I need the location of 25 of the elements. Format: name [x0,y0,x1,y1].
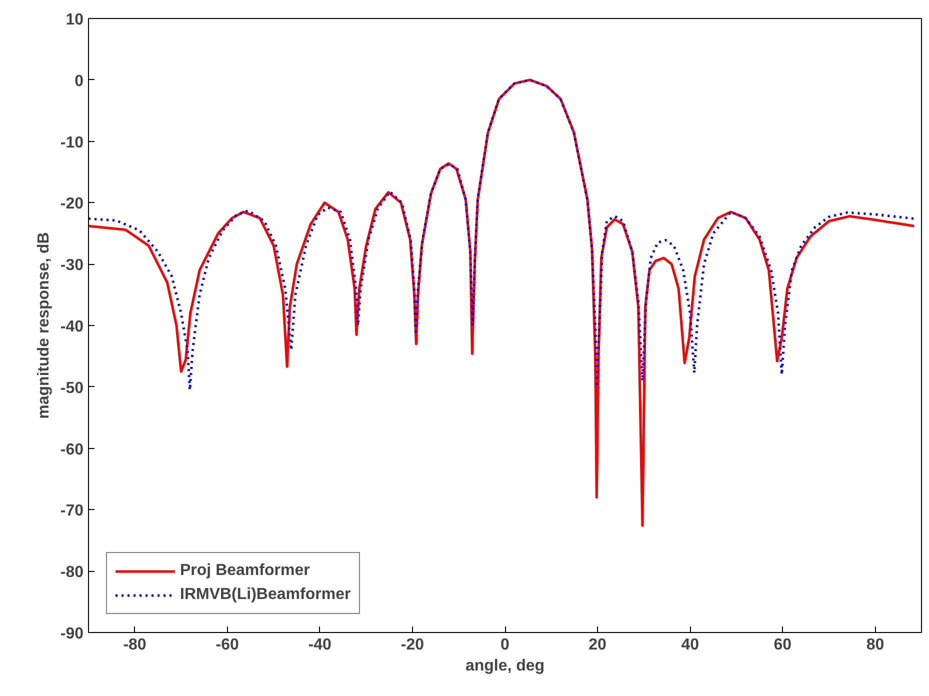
y-tick-label: -20 [60,196,84,213]
y-tick-label: -10 [60,134,84,152]
x-tick-label: -60 [216,636,239,654]
x-tick-label: -40 [308,636,332,654]
y-axis-title: magnitude response, dB [35,232,52,419]
y-tick-label: -90 [60,626,84,642]
x-tick-label: -20 [400,636,424,654]
x-axis-title: angle, deg [465,658,545,674]
y-tick-label: -80 [60,564,84,582]
x-tick-label: 20 [588,636,607,654]
x-tick-label: 80 [866,636,884,654]
legend-label: Proj Beamformer [180,562,310,580]
y-tick-label: 0 [74,72,84,90]
y-tick-label: 10 [66,12,84,28]
y-tick-label: -40 [60,318,84,336]
x-tick-label: 40 [681,636,700,654]
y-tick-label: -30 [60,257,84,274]
x-tick-label: -80 [123,636,146,654]
y-tick-label: -60 [60,441,84,458]
y-tick-label: -70 [60,502,84,520]
y-tick-label: -50 [60,380,84,397]
x-tick-label: 60 [774,636,792,654]
line-series [88,78,916,392]
x-tick-label: 0 [500,636,510,654]
legend-label: IRMVB(Li)Beamformer [180,586,351,604]
